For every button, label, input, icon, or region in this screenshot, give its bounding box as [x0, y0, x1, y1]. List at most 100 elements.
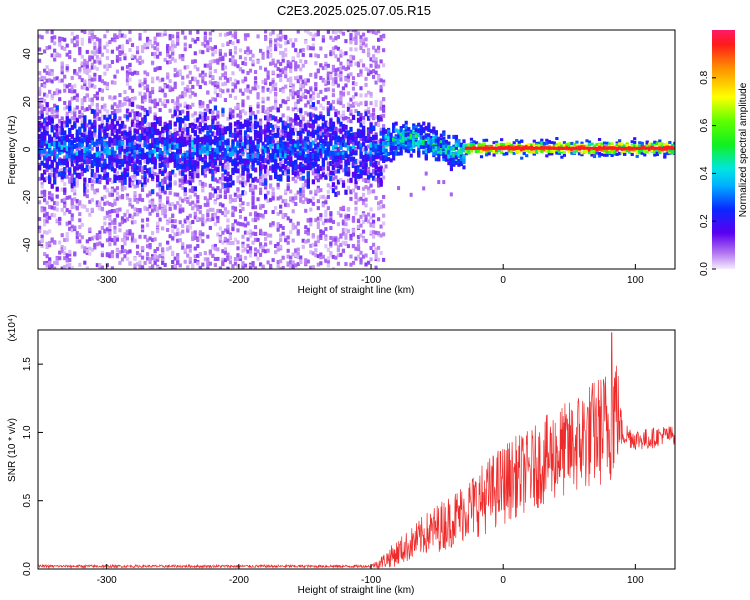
heatmap-cell — [171, 151, 175, 157]
heatmap-cell — [130, 148, 135, 154]
heatmap-cell — [143, 260, 147, 265]
heatmap-cell — [90, 124, 95, 130]
heatmap-cell — [231, 241, 235, 246]
heatmap-cell — [324, 54, 328, 59]
heatmap-cell — [206, 40, 210, 45]
heatmap-cell — [105, 125, 110, 131]
heatmap-cell — [231, 109, 235, 114]
heatmap-cell — [145, 72, 150, 77]
heatmap-cell — [201, 103, 205, 108]
heatmap-cell — [65, 66, 69, 71]
heatmap-cell — [213, 85, 217, 90]
heatmap-cell — [238, 121, 243, 127]
heatmap-cell — [93, 113, 97, 119]
heatmap-cell — [171, 47, 175, 52]
heatmap-cell — [206, 162, 210, 168]
heatmap-cell — [123, 175, 127, 181]
heatmap-cell — [140, 175, 145, 180]
heatmap-cell — [289, 161, 293, 167]
heatmap-cell — [324, 200, 328, 205]
heatmap-cell — [153, 40, 157, 45]
heatmap-cell — [55, 173, 59, 178]
heatmap-cell — [221, 145, 225, 151]
heatmap-cell — [183, 187, 187, 193]
heatmap-cell — [326, 107, 331, 113]
heatmap-cell — [43, 118, 47, 124]
heatmap-cell — [349, 34, 353, 39]
heatmap-cell — [123, 34, 127, 39]
heatmap-cell — [251, 165, 255, 171]
heatmap-cell — [168, 134, 172, 140]
heatmap-cell — [186, 199, 190, 204]
heatmap-cell — [120, 245, 125, 250]
heatmap-cell — [70, 145, 74, 151]
heatmap-cell — [279, 30, 283, 35]
heatmap-cell — [241, 182, 245, 188]
heatmap-cell — [341, 116, 346, 121]
heatmap-cell — [341, 155, 346, 161]
heatmap-cell — [216, 247, 220, 252]
heatmap-cell — [176, 238, 180, 243]
heatmap-cell — [80, 101, 84, 106]
heatmap-cell — [178, 263, 182, 268]
heatmap-cell — [271, 167, 275, 173]
heatmap-cell — [93, 152, 97, 158]
heatmap-cell — [140, 218, 145, 223]
heatmap-cell — [339, 213, 343, 218]
heatmap-cell — [203, 139, 208, 145]
heatmap-cell — [291, 176, 295, 181]
heatmap-cell — [103, 107, 107, 112]
heatmap-cell — [294, 263, 298, 268]
heatmap-cell — [251, 53, 255, 58]
heatmap-cell — [203, 112, 208, 118]
heatmap-cell — [113, 102, 117, 107]
heatmap-cell — [150, 231, 155, 236]
heatmap-cell — [105, 82, 109, 87]
heatmap-cell — [171, 133, 175, 139]
heatmap-cell — [331, 88, 335, 93]
heatmap-cell — [95, 135, 99, 140]
heatmap-cell — [304, 30, 308, 33]
heatmap-cell — [135, 111, 140, 117]
heatmap-cell — [63, 37, 67, 42]
heatmap-cell — [331, 159, 336, 165]
heatmap-cell — [208, 145, 213, 151]
heatmap-cell — [236, 168, 240, 174]
heatmap-cell — [321, 78, 325, 83]
heatmap-cell — [218, 236, 222, 241]
heatmap-cell — [304, 165, 308, 171]
heatmap-cell — [108, 224, 112, 229]
heatmap-cell — [100, 123, 105, 129]
heatmap-cell — [115, 235, 120, 240]
heatmap-cell — [261, 86, 265, 91]
heatmap-cell — [63, 135, 67, 141]
heatmap-cell — [314, 248, 318, 253]
heatmap-cell — [218, 202, 222, 207]
heatmap-cell — [236, 80, 240, 85]
heatmap-cell — [316, 254, 320, 259]
heatmap-cell — [128, 151, 132, 156]
heatmap-cell — [60, 266, 64, 269]
heatmap-cell — [130, 143, 135, 149]
heatmap-cell — [271, 84, 275, 89]
heatmap-cell — [208, 31, 212, 36]
heatmap-cell — [78, 145, 82, 150]
heatmap-cell — [181, 130, 185, 136]
heatmap-cell — [231, 33, 235, 38]
heatmap-cell — [284, 141, 288, 147]
heatmap-cell — [349, 40, 353, 45]
heatmap-cell — [38, 165, 42, 171]
heatmap-cell — [253, 167, 258, 173]
heatmap-cell — [253, 266, 258, 269]
heatmap-cell — [326, 189, 330, 194]
heatmap-cell — [319, 188, 323, 193]
heatmap-cell — [193, 131, 197, 137]
heatmap-cell — [284, 168, 288, 173]
heatmap-cell — [276, 66, 280, 71]
heatmap-cell — [108, 124, 112, 130]
heatmap-cell — [63, 256, 67, 261]
heatmap-cell — [80, 123, 84, 129]
heatmap-cell — [63, 130, 67, 136]
heatmap-cell — [176, 98, 180, 103]
heatmap-cell — [196, 238, 200, 243]
